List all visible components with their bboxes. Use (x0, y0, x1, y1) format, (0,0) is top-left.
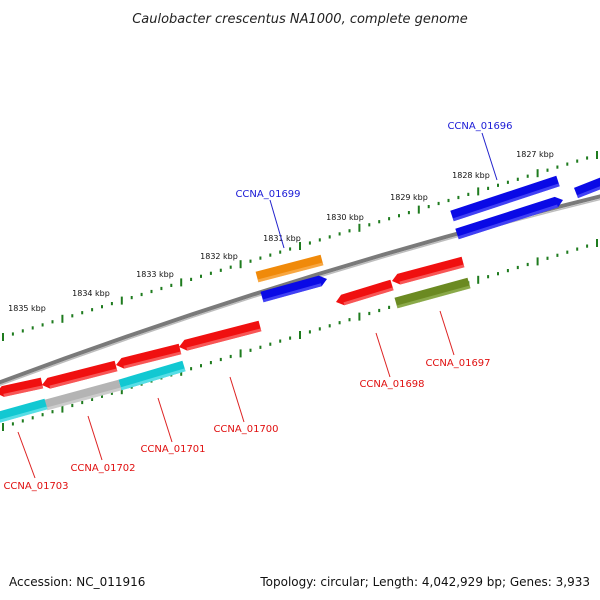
gene-ccna-01697-olive (394, 277, 471, 309)
accession-text: Accession: NC_011916 (9, 575, 145, 589)
gene-ccna-01702-gray (44, 379, 122, 411)
cds-ccna-01701 (116, 343, 182, 369)
gene-ccna-01697-red-shade (399, 264, 465, 285)
tick-label-1834: 1834 kbp (72, 289, 110, 298)
cds-ccna-01700-shade (186, 328, 262, 351)
gene-label-group: CCNA_01696 CCNA_01699 CCNA_01697 CCNA_01… (3, 121, 512, 492)
gene-ccna-01697-red (392, 256, 465, 285)
cds-ccna-01696-upper-shade (452, 183, 560, 222)
gene-ccna-01698-left (336, 279, 394, 306)
leader-line-ccna-01699 (269, 199, 285, 249)
tick-label-1830: 1830 kbp (326, 213, 364, 222)
cds-ccna-01700 (179, 320, 262, 351)
tick-label-1829: 1829 kbp (390, 193, 428, 202)
leader-line-ccna-01698 (375, 332, 391, 378)
tick-label-1832: 1832 kbp (200, 252, 238, 261)
leader-line-ccna-01702 (87, 415, 103, 461)
leader-line-ccna-01697 (439, 310, 455, 356)
gene-ccna-01701-cyan (118, 360, 186, 391)
leader-line-ccna-01703 (17, 431, 36, 479)
outer-tick-ring (2, 151, 598, 341)
gene-label-ccna-01701: CCNA_01701 (140, 444, 205, 455)
cds-ccna-01699-shade (262, 283, 322, 303)
leader-line-ccna-01696 (481, 132, 498, 181)
gene-ccna-01702-gray-shade (46, 387, 122, 411)
gene-ccna-01699-orange-shade (257, 262, 324, 283)
cds-ccna-01702-shade (49, 368, 118, 389)
tick-label-1831: 1831 kbp (263, 234, 301, 243)
tick-label-1835: 1835 kbp (8, 304, 46, 313)
gene-label-ccna-01698: CCNA_01698 (359, 379, 424, 390)
label-leader-lines (17, 132, 498, 479)
gene-ccna-01699-orange (255, 254, 324, 283)
cds-right-edge-shade (576, 186, 600, 199)
gene-label-ccna-01696: CCNA_01696 (447, 121, 512, 132)
leader-line-ccna-01701 (157, 397, 173, 443)
cds-ccna-01696-lower-shade (457, 204, 559, 240)
gene-label-ccna-01699: CCNA_01699 (235, 189, 300, 200)
tick-label-group: 1827 kbp 1828 kbp 1829 kbp 1830 kbp 1831… (8, 150, 554, 313)
tick-label-1827: 1827 kbp (516, 150, 554, 159)
tick-label-1828: 1828 kbp (452, 171, 490, 180)
gene-label-ccna-01700: CCNA_01700 (213, 424, 278, 435)
cds-ccna-01703 (0, 377, 44, 397)
gene-ccna-01701-cyan-shade (120, 368, 186, 391)
cds-ccna-01703-shade (3, 385, 44, 397)
cds-ccna-01696-upper (450, 175, 560, 222)
leader-line-ccna-01700 (229, 376, 245, 423)
gene-ccna-01703-cyan-shade (0, 406, 48, 423)
genome-summary-text: Topology: circular; Length: 4,042,929 bp… (259, 575, 590, 589)
gene-label-ccna-01697: CCNA_01697 (425, 358, 490, 369)
tick-label-1833: 1833 kbp (136, 270, 174, 279)
gene-label-ccna-01703: CCNA_01703 (3, 481, 68, 492)
map-title: Caulobacter crescentus NA1000, complete … (132, 12, 468, 27)
cds-ccna-01701-shade (123, 351, 182, 369)
cds-ccna-01702 (42, 360, 118, 389)
gene-ccna-01698-left-shade (343, 287, 394, 306)
gene-ccna-01697-olive-shade (396, 285, 471, 309)
gene-label-ccna-01702: CCNA_01702 (70, 463, 135, 474)
cds-right-edge (574, 177, 600, 199)
feature-track (0, 175, 600, 423)
